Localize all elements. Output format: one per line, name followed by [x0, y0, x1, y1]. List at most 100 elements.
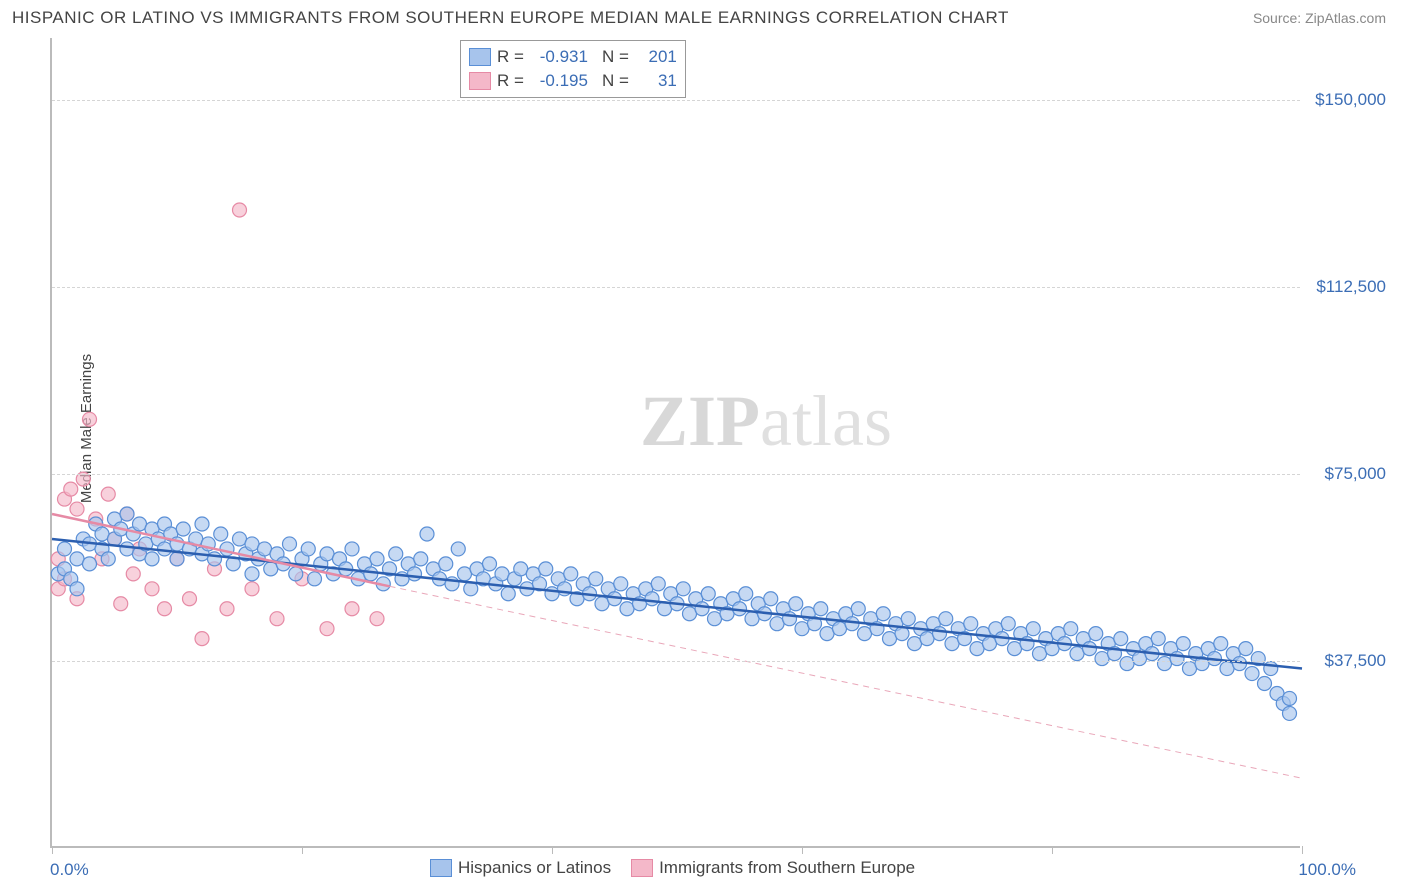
data-point — [858, 627, 872, 641]
data-point — [345, 542, 359, 556]
x-tick — [1302, 846, 1303, 854]
data-point — [458, 567, 472, 581]
y-tick-label: $150,000 — [1315, 90, 1386, 110]
data-point — [183, 592, 197, 606]
legend-swatch — [430, 859, 452, 877]
data-point — [83, 412, 97, 426]
data-point — [789, 597, 803, 611]
legend-r-value: -0.195 — [530, 69, 588, 93]
data-point — [1001, 617, 1015, 631]
data-point — [770, 617, 784, 631]
data-point — [795, 622, 809, 636]
data-point — [58, 542, 72, 556]
data-point — [645, 592, 659, 606]
data-point — [408, 567, 422, 581]
data-point — [514, 562, 528, 576]
data-point — [95, 527, 109, 541]
data-point — [114, 597, 128, 611]
data-point — [214, 527, 228, 541]
data-point — [258, 542, 272, 556]
data-point — [208, 552, 222, 566]
data-point — [145, 582, 159, 596]
data-point — [245, 567, 259, 581]
legend-r-value: -0.931 — [530, 45, 588, 69]
data-point — [270, 612, 284, 626]
legend-item: Hispanics or Latinos — [430, 858, 611, 878]
data-point — [945, 637, 959, 651]
chart-title: HISPANIC OR LATINO VS IMMIGRANTS FROM SO… — [12, 8, 1009, 28]
legend-r-label: R = — [497, 69, 524, 93]
data-point — [833, 622, 847, 636]
data-point — [370, 552, 384, 566]
data-point — [495, 567, 509, 581]
data-point — [64, 482, 78, 496]
data-point — [676, 582, 690, 596]
data-point — [101, 487, 115, 501]
x-tick — [302, 846, 303, 854]
data-point — [1033, 647, 1047, 661]
grid-line — [52, 287, 1300, 288]
data-point — [545, 587, 559, 601]
x-tick — [802, 846, 803, 854]
legend-swatch — [631, 859, 653, 877]
y-tick-label: $75,000 — [1325, 464, 1386, 484]
data-point — [983, 637, 997, 651]
y-tick-label: $37,500 — [1325, 651, 1386, 671]
data-point — [764, 592, 778, 606]
data-point — [120, 542, 134, 556]
data-point — [264, 562, 278, 576]
source-label: Source: ZipAtlas.com — [1253, 10, 1386, 26]
data-point — [1245, 667, 1259, 681]
data-point — [389, 547, 403, 561]
data-point — [1183, 662, 1197, 676]
data-point — [701, 587, 715, 601]
legend-label: Immigrants from Southern Europe — [659, 858, 915, 878]
data-point — [195, 517, 209, 531]
data-point — [70, 552, 84, 566]
data-point — [745, 612, 759, 626]
data-point — [233, 532, 247, 546]
data-point — [451, 542, 465, 556]
grid-line — [52, 100, 1300, 101]
plot-area — [50, 38, 1300, 848]
data-point — [70, 582, 84, 596]
data-point — [651, 577, 665, 591]
data-point — [620, 602, 634, 616]
data-point — [1070, 647, 1084, 661]
data-point — [695, 602, 709, 616]
data-point — [814, 602, 828, 616]
data-point — [245, 537, 259, 551]
data-point — [70, 502, 84, 516]
data-point — [920, 632, 934, 646]
data-point — [1283, 691, 1297, 705]
data-point — [1120, 657, 1134, 671]
legend-item: Immigrants from Southern Europe — [631, 858, 915, 878]
x-tick — [52, 846, 53, 854]
data-point — [1064, 622, 1078, 636]
data-point — [1158, 657, 1172, 671]
data-point — [683, 607, 697, 621]
data-point — [320, 547, 334, 561]
data-point — [933, 627, 947, 641]
data-point — [595, 597, 609, 611]
data-point — [283, 537, 297, 551]
data-point — [176, 522, 190, 536]
legend-swatch — [469, 72, 491, 90]
data-point — [845, 617, 859, 631]
data-point — [101, 552, 115, 566]
y-tick-label: $112,500 — [1316, 277, 1386, 297]
grid-line — [52, 474, 1300, 475]
data-point — [739, 587, 753, 601]
data-point — [564, 567, 578, 581]
data-point — [439, 557, 453, 571]
data-point — [83, 557, 97, 571]
legend-n-label: N = — [602, 69, 629, 93]
data-point — [370, 612, 384, 626]
data-point — [133, 517, 147, 531]
correlation-legend: R =-0.931N =201R =-0.195N =31 — [460, 40, 686, 98]
data-point — [145, 552, 159, 566]
legend-label: Hispanics or Latinos — [458, 858, 611, 878]
data-point — [233, 203, 247, 217]
x-tick-min: 0.0% — [50, 860, 89, 880]
data-point — [301, 542, 315, 556]
